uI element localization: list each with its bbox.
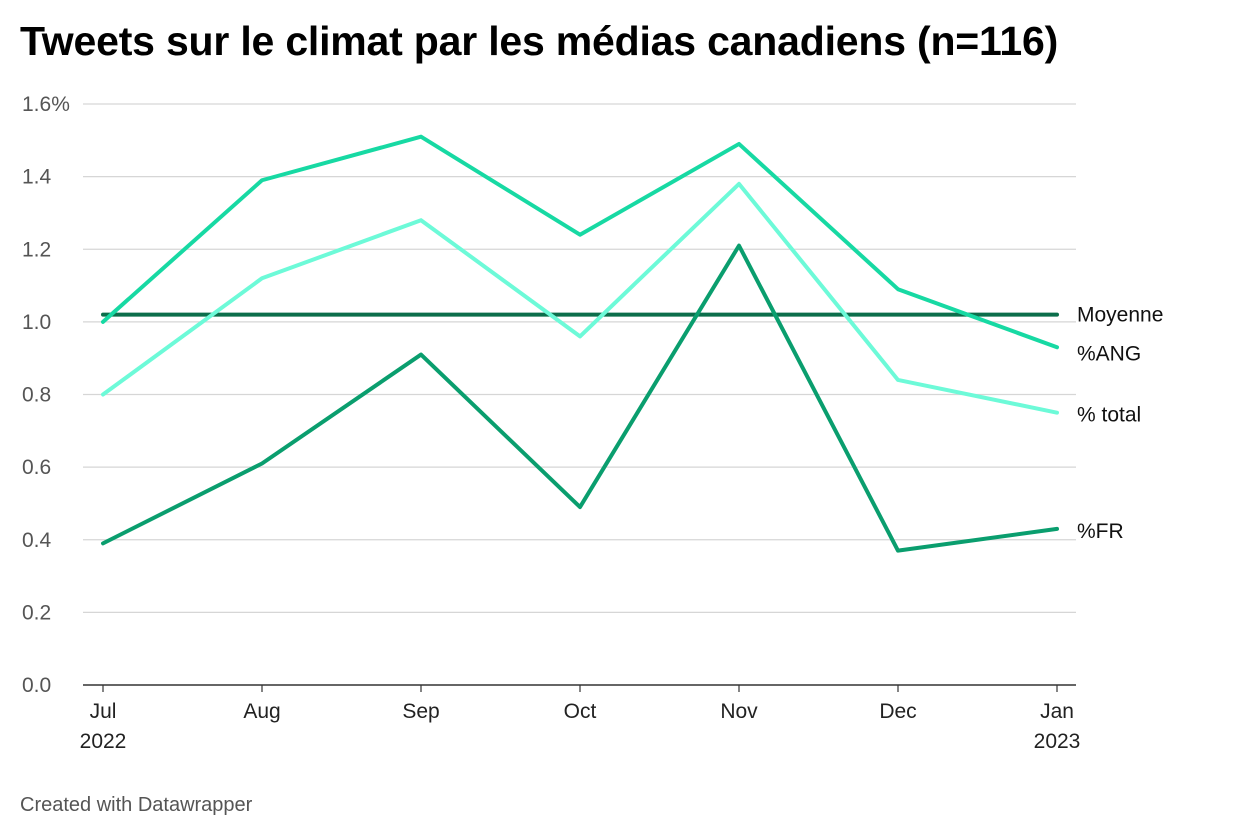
x-tick-label: Sep <box>402 700 439 723</box>
y-tick-label: 0.6 <box>22 456 51 479</box>
y-tick-label: 1.2 <box>22 238 51 261</box>
x-tick-label: Aug <box>243 700 280 723</box>
x-tick-year-label: 2022 <box>80 730 127 753</box>
series-label: Moyenne <box>1077 304 1163 327</box>
y-tick-label: 0.4 <box>22 529 52 552</box>
credit-text: Created with Datawrapper <box>20 794 253 816</box>
y-tick-label: 0.2 <box>22 601 51 624</box>
x-tick-label: Nov <box>720 700 758 723</box>
y-tick-label: 1.6% <box>22 93 70 116</box>
series-line <box>101 134 1059 350</box>
x-tick-year-label: 2023 <box>1034 730 1081 753</box>
x-tick-label: Jan <box>1040 700 1074 723</box>
series-line <box>101 181 1059 415</box>
series-labels: Moyenne %ANG % total %FR <box>1077 304 1163 543</box>
y-tick-label: 0.8 <box>22 384 51 407</box>
x-tick-label: Oct <box>564 700 597 723</box>
x-tick-label: Jul <box>90 700 117 723</box>
series-label: %FR <box>1077 520 1124 543</box>
y-tick-label: 1.4 <box>22 166 52 189</box>
x-tick-label: Dec <box>879 700 916 723</box>
y-axis-tick-labels: 0.0 0.2 0.4 0.6 0.8 1.0 1.2 1.4 1.6% <box>22 93 70 697</box>
y-tick-label: 1.0 <box>22 311 51 334</box>
chart-title: Tweets sur le climat par les médias cana… <box>20 18 1059 64</box>
gridlines <box>83 103 1076 686</box>
series-label: % total <box>1077 404 1141 427</box>
x-axis-tick-labels: Jul 2022 Aug Sep Oct Nov Dec Jan 2023 <box>80 685 1081 753</box>
y-tick-label: 0.0 <box>22 674 51 697</box>
series-lines <box>101 134 1059 553</box>
series-line <box>101 243 1059 553</box>
series-label: %ANG <box>1077 342 1141 365</box>
